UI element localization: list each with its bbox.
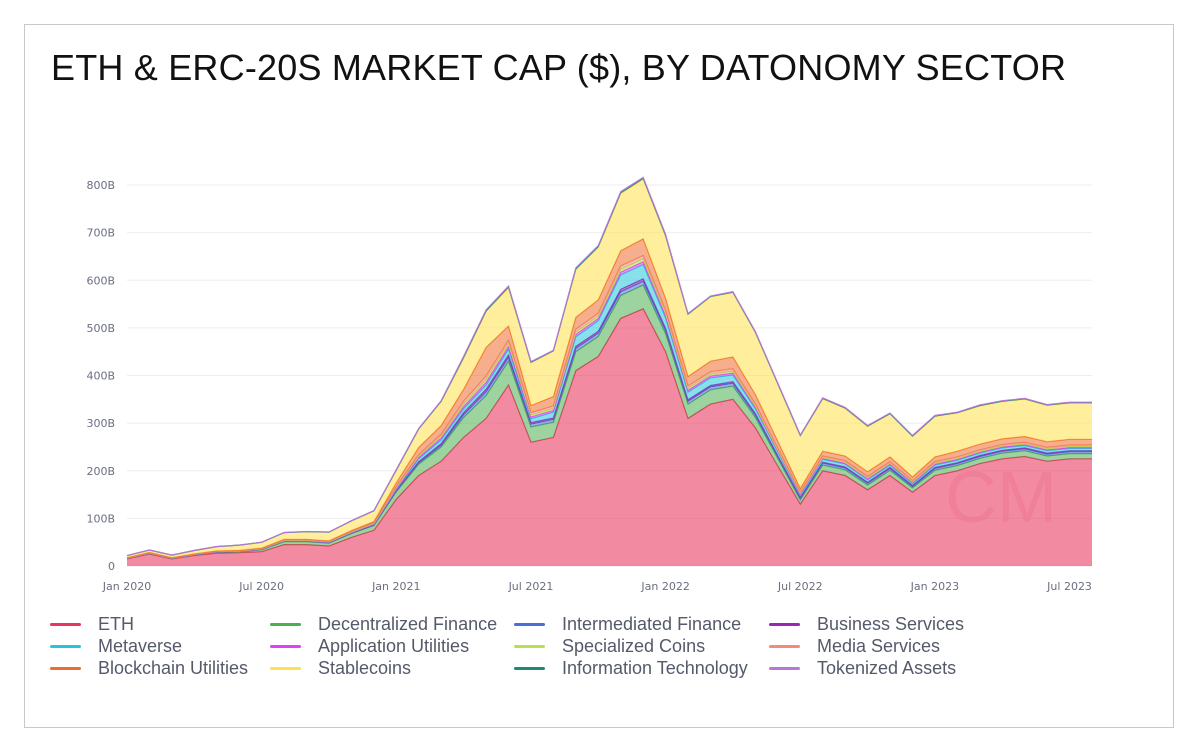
y-tick-label: 200B	[86, 465, 115, 478]
line-tokenized-assets	[126, 176, 1092, 557]
legend-swatch	[50, 644, 81, 648]
x-tick-label: Jul 2021	[508, 580, 554, 593]
y-tick-label: 300B	[86, 417, 115, 430]
x-tick-label: Jan 2022	[640, 580, 689, 593]
legend-item[interactable]: Information Technology	[514, 657, 748, 679]
y-tick-label: 600B	[86, 274, 115, 287]
legend-swatch	[514, 622, 545, 626]
legend-swatch	[769, 622, 800, 626]
area-stablecoins	[127, 179, 1092, 558]
y-axis: 0 100B 200B 300B 400B 500B 600B 700B 800B	[86, 179, 115, 573]
legend-label: Intermediated Finance	[562, 613, 742, 634]
x-tick-label: Jan 2021	[371, 580, 420, 593]
legend-swatch	[50, 622, 81, 626]
legend-item[interactable]: Intermediated Finance	[514, 613, 741, 635]
legend-swatch	[769, 666, 800, 670]
legend-item[interactable]: Specialized Coins	[514, 635, 705, 657]
legend-label: Media Services	[817, 635, 941, 656]
x-tick-label: Jan 2023	[910, 580, 959, 593]
legend-label: Information Technology	[562, 657, 748, 678]
y-tick-label: 500B	[86, 322, 115, 335]
area-series	[126, 176, 1092, 566]
x-tick-label: Jul 2020	[238, 580, 284, 593]
legend-label: Decentralized Finance	[318, 613, 498, 634]
x-tick-label: Jan 2020	[102, 580, 151, 593]
legend-swatch	[270, 622, 301, 626]
legend-item[interactable]: Decentralized Finance	[270, 613, 497, 635]
y-tick-label: 700B	[86, 227, 115, 240]
legend-item[interactable]: Stablecoins	[270, 657, 411, 679]
x-tick-label: Jul 2022	[777, 580, 823, 593]
x-tick-label: Jul 2023	[1046, 580, 1092, 593]
legend-swatch	[270, 666, 301, 670]
legend-label: Tokenized Assets	[817, 657, 957, 678]
legend-item[interactable]: Metaverse	[50, 635, 182, 657]
legend-swatch	[514, 644, 545, 648]
legend-label: Stablecoins	[318, 657, 412, 678]
legend-swatch	[514, 666, 545, 670]
legend-swatch	[50, 666, 81, 670]
legend-label: Specialized Coins	[562, 635, 706, 656]
legend-item[interactable]: ETH	[50, 613, 134, 635]
legend-swatch	[270, 644, 301, 648]
legend-item[interactable]: Business Services	[769, 613, 964, 635]
y-tick-label: 400B	[86, 370, 115, 383]
legend-label: Application Utilities	[318, 635, 470, 656]
y-tick-label: 800B	[86, 179, 115, 192]
legend-swatch	[769, 644, 800, 648]
legend-item[interactable]: Blockchain Utilities	[50, 657, 248, 679]
x-axis: Jan 2020 Jul 2020 Jan 2021 Jul 2021 Jan 2022…	[102, 580, 1092, 593]
legend-item[interactable]: Media Services	[769, 635, 940, 657]
legend-label: Metaverse	[98, 635, 183, 656]
legend-label: Business Services	[817, 613, 965, 634]
y-tick-label: 0	[108, 560, 115, 573]
legend-label: Blockchain Utilities	[98, 657, 249, 678]
area-eth	[127, 308, 1092, 566]
legend-item[interactable]: Tokenized Assets	[769, 657, 956, 679]
legend-label: ETH	[98, 613, 134, 634]
legend-item[interactable]: Application Utilities	[270, 635, 469, 657]
chart-title: ETH & ERC-20S MARKET CAP ($), BY DATONOM…	[51, 47, 1067, 88]
y-tick-label: 100B	[86, 512, 115, 525]
legend: ETH Metaverse Blockchain Utilities Decentra…	[24, 613, 1144, 685]
